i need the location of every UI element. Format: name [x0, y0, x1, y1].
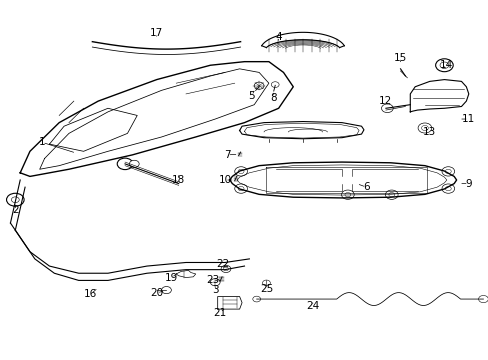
Text: 12: 12 — [379, 96, 392, 106]
Circle shape — [238, 186, 244, 191]
Circle shape — [445, 186, 450, 191]
Circle shape — [344, 193, 350, 197]
Text: 3: 3 — [211, 285, 218, 296]
Text: 17: 17 — [150, 28, 163, 38]
Text: 2: 2 — [12, 206, 19, 216]
Circle shape — [478, 296, 488, 303]
Circle shape — [417, 123, 431, 133]
Circle shape — [238, 169, 244, 174]
Circle shape — [6, 193, 24, 206]
Text: 19: 19 — [164, 273, 178, 283]
Text: 24: 24 — [305, 301, 319, 311]
Text: 7: 7 — [224, 150, 230, 160]
Circle shape — [234, 167, 247, 176]
Circle shape — [381, 104, 392, 113]
Text: 14: 14 — [439, 60, 452, 70]
Circle shape — [117, 158, 133, 170]
Text: 23: 23 — [206, 275, 219, 285]
Text: 15: 15 — [393, 53, 407, 63]
Text: 1: 1 — [39, 138, 45, 147]
Text: 6: 6 — [363, 182, 369, 192]
Text: 9: 9 — [465, 179, 471, 189]
Circle shape — [421, 126, 427, 131]
Text: 11: 11 — [461, 114, 474, 124]
Circle shape — [445, 169, 450, 174]
Circle shape — [341, 190, 353, 199]
Circle shape — [129, 160, 139, 167]
Text: 8: 8 — [270, 93, 277, 103]
Circle shape — [221, 265, 230, 273]
Circle shape — [441, 167, 454, 176]
Circle shape — [439, 62, 448, 68]
Circle shape — [223, 267, 228, 271]
Text: 22: 22 — [216, 259, 229, 269]
Text: 20: 20 — [150, 288, 163, 298]
Text: 21: 21 — [213, 308, 226, 318]
Circle shape — [271, 82, 279, 87]
Text: 16: 16 — [84, 289, 97, 299]
Text: 4: 4 — [275, 32, 282, 41]
Circle shape — [234, 184, 247, 193]
Text: 10: 10 — [218, 175, 231, 185]
Text: 5: 5 — [248, 91, 255, 101]
Text: 25: 25 — [259, 284, 272, 294]
Circle shape — [441, 184, 454, 193]
Text: 13: 13 — [422, 127, 435, 136]
Circle shape — [435, 59, 452, 72]
Circle shape — [161, 287, 171, 294]
Circle shape — [252, 296, 260, 302]
Text: 18: 18 — [172, 175, 185, 185]
Circle shape — [210, 279, 220, 286]
Circle shape — [385, 190, 397, 199]
Circle shape — [11, 197, 19, 203]
Circle shape — [254, 82, 264, 89]
Circle shape — [388, 193, 394, 197]
Circle shape — [262, 280, 270, 286]
